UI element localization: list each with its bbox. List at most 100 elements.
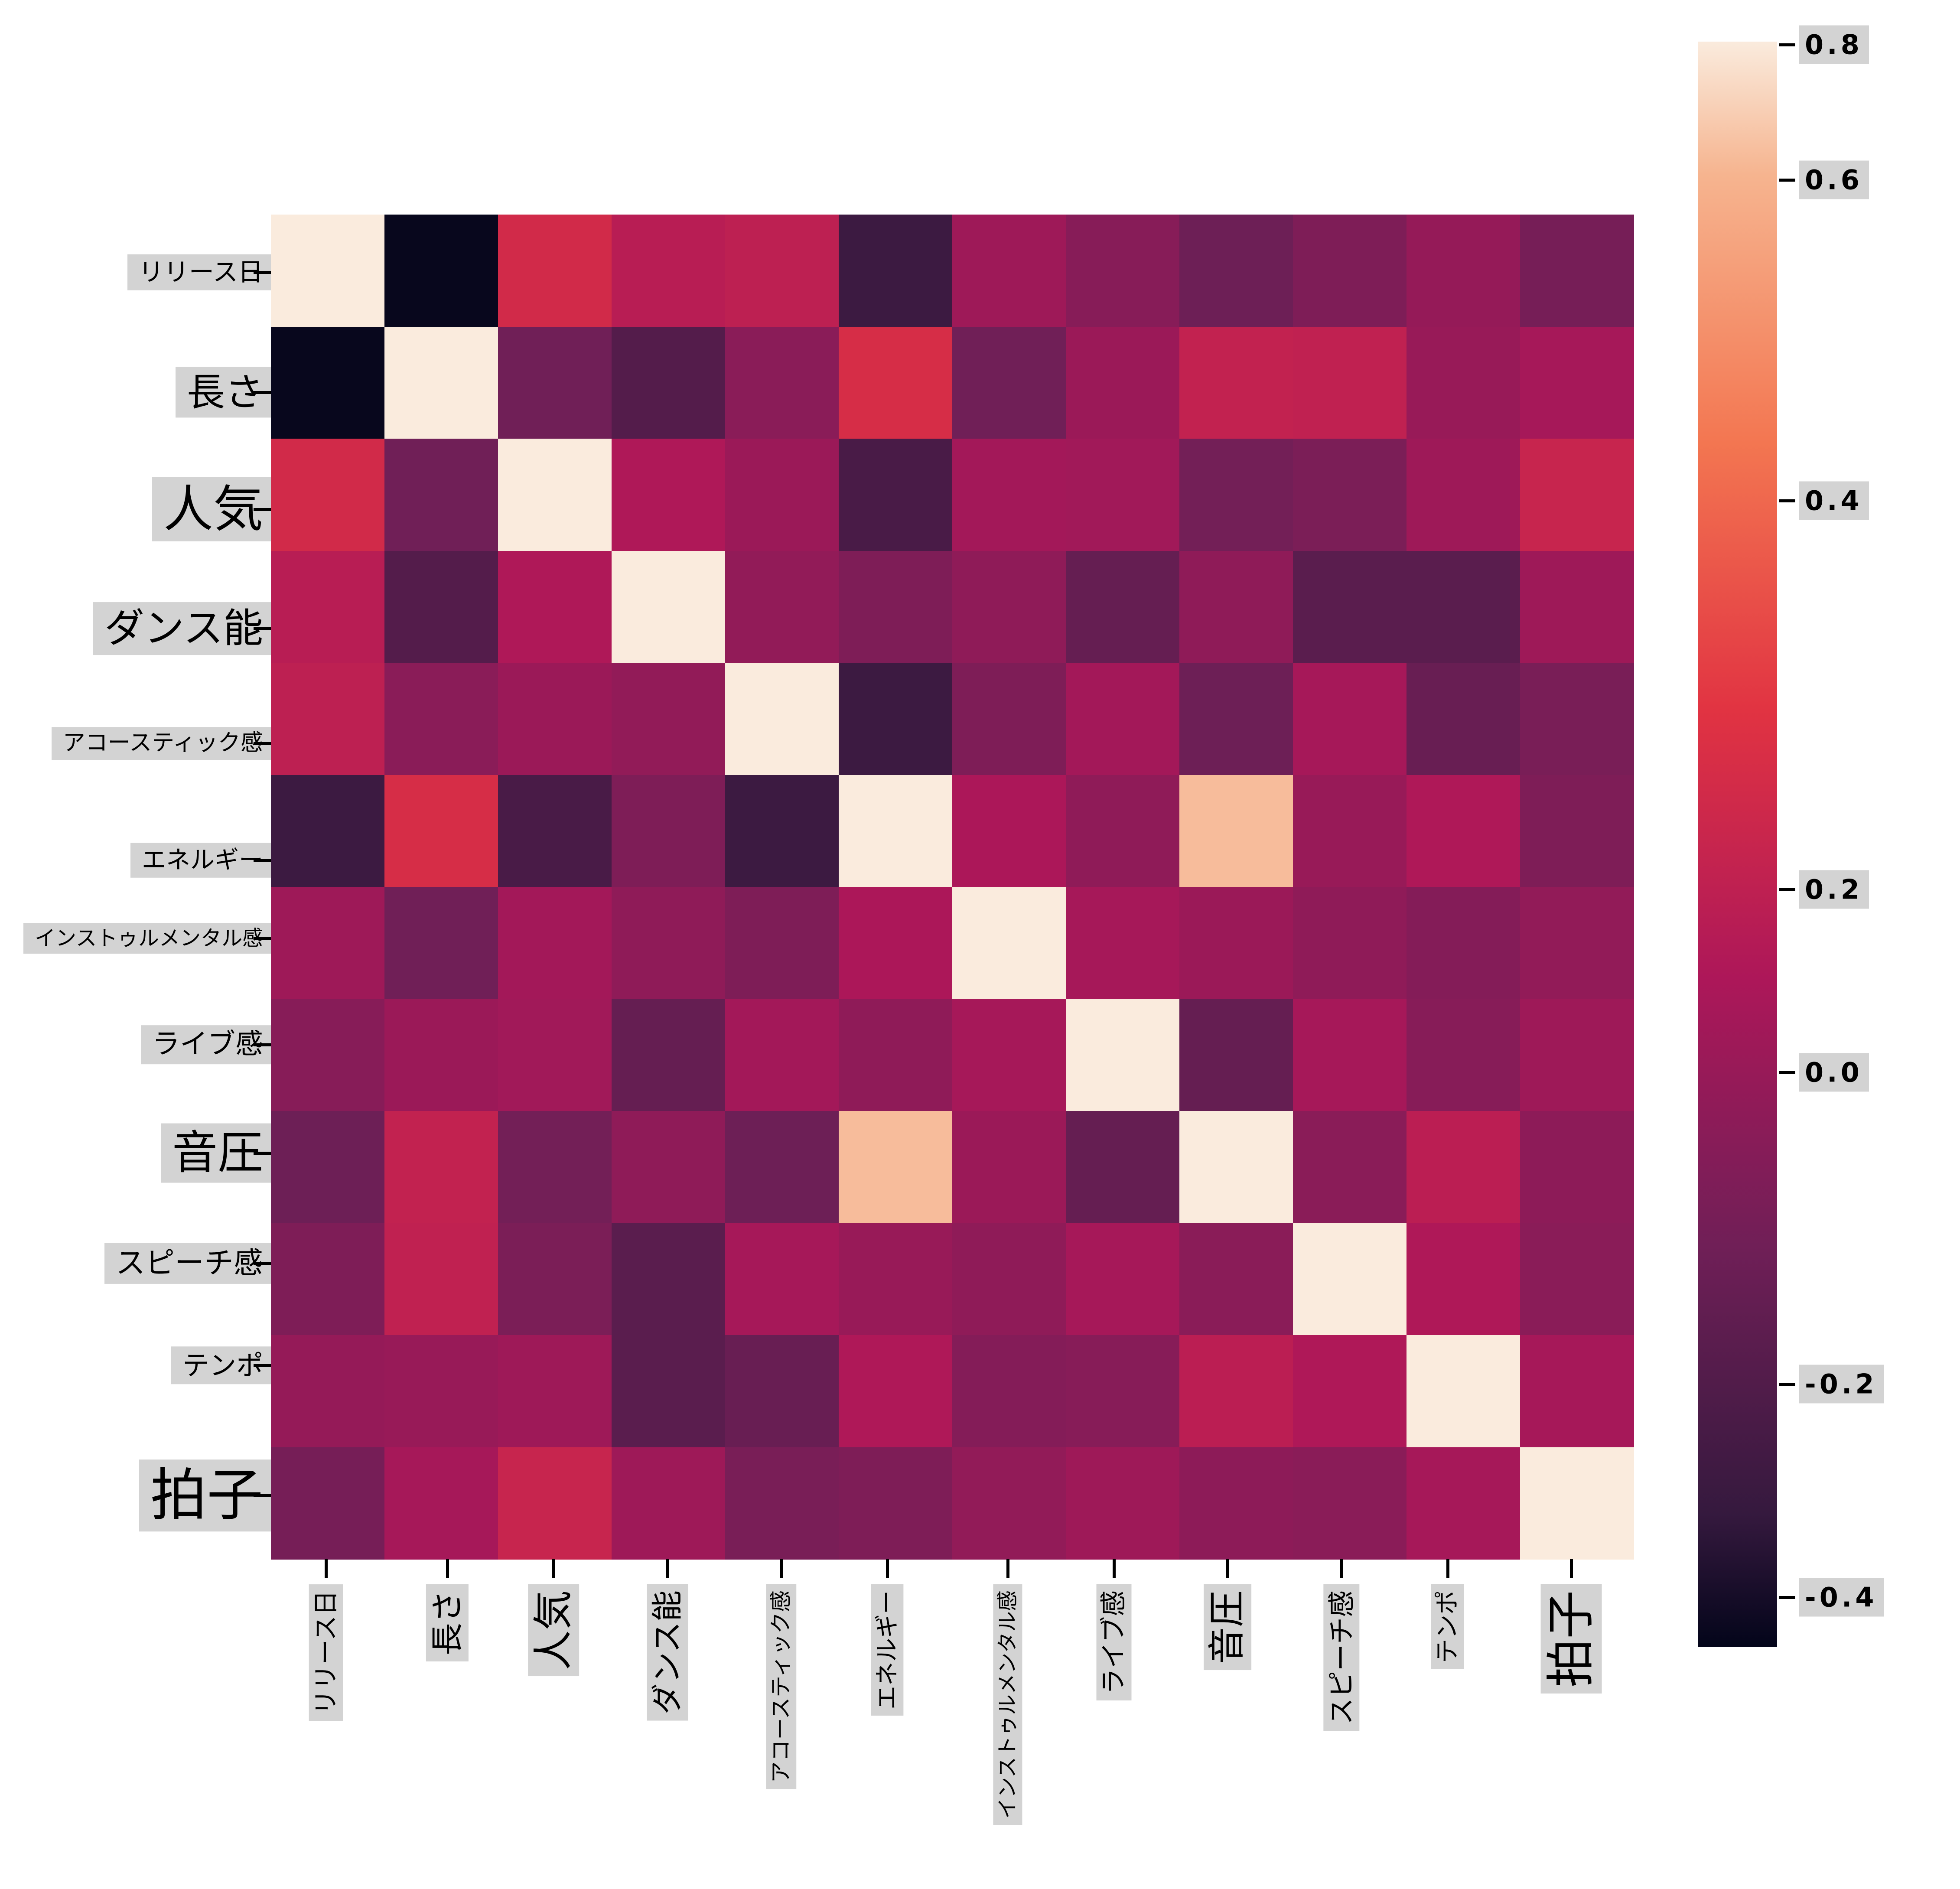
heatmap-cell [1293, 326, 1407, 439]
heatmap-cell [271, 887, 385, 1000]
heatmap-cell [1520, 663, 1634, 775]
heatmap-cell [1179, 999, 1293, 1111]
heatmap-cell [1407, 663, 1520, 775]
colorbar-tick-label: -0.4 [1799, 1578, 1884, 1617]
heatmap-cell [384, 439, 498, 551]
x-axis-label: 音圧 [1204, 1584, 1251, 1671]
heatmap-cell [1179, 550, 1293, 663]
colorbar-tick [1779, 178, 1795, 182]
y-axis-label: アコースティック感 [51, 727, 271, 760]
heatmap-cell [839, 1223, 953, 1335]
y-axis-label: ライブ感 [141, 1025, 271, 1064]
heatmap-cell [1293, 439, 1407, 551]
heatmap-cell [271, 1447, 385, 1560]
x-axis-label: スピーチ感 [1323, 1584, 1360, 1731]
heatmap-cell [839, 775, 953, 887]
heatmap-cell [1293, 1447, 1407, 1560]
heatmap-cell [498, 1111, 612, 1224]
heatmap-cell [1293, 550, 1407, 663]
heatmap-cell [612, 999, 726, 1111]
heatmap-cell [1520, 215, 1634, 327]
colorbar-tick [1779, 888, 1795, 891]
heatmap-cell [612, 326, 726, 439]
y-axis-tick [254, 742, 271, 745]
heatmap-cell [725, 550, 839, 663]
x-axis-label: ライブ感 [1096, 1584, 1132, 1700]
heatmap-cell [725, 439, 839, 551]
heatmap-cell [952, 1335, 1066, 1448]
heatmap-cell [612, 215, 726, 327]
heatmap-cell [952, 1111, 1066, 1224]
heatmap-cell [839, 1111, 953, 1224]
heatmap-cell [612, 550, 726, 663]
heatmap-cell [1179, 1335, 1293, 1448]
x-axis-tick [886, 1559, 889, 1578]
heatmap-cell [725, 663, 839, 775]
heatmap-cell [384, 999, 498, 1111]
heatmap-cell [839, 326, 953, 439]
heatmap-cell [725, 1335, 839, 1448]
y-axis-tick [254, 859, 271, 862]
heatmap-cell [384, 663, 498, 775]
heatmap-cell [1066, 1111, 1180, 1224]
heatmap-cell [384, 1335, 498, 1448]
heatmap-cell [1520, 550, 1634, 663]
heatmap-cell [1066, 439, 1180, 551]
heatmap-cell [1520, 1335, 1634, 1448]
heatmap-cell [1293, 999, 1407, 1111]
heatmap-cell [612, 775, 726, 887]
heatmap-cell [1066, 1335, 1180, 1448]
heatmap-cell [725, 1111, 839, 1224]
heatmap-cell [1293, 215, 1407, 327]
x-axis-tick [1340, 1559, 1343, 1578]
heatmap-cell [498, 887, 612, 1000]
heatmap-cell [1293, 663, 1407, 775]
heatmap-cell [384, 887, 498, 1000]
heatmap-cell [271, 663, 385, 775]
heatmap-cell [1520, 775, 1634, 887]
heatmap-cell [384, 1111, 498, 1224]
heatmap-cell [725, 775, 839, 887]
heatmap-cell [1407, 1111, 1520, 1224]
heatmap-cell [384, 550, 498, 663]
heatmap-cell [1066, 326, 1180, 439]
heatmap-cell [1066, 999, 1180, 1111]
y-axis-tick [254, 271, 271, 274]
heatmap-cell [725, 215, 839, 327]
y-axis-tick [254, 508, 271, 511]
heatmap-cell [839, 550, 953, 663]
heatmap-cell [271, 1335, 385, 1448]
y-axis-tick [254, 391, 271, 394]
heatmap-cell [725, 1223, 839, 1335]
heatmap-grid [271, 215, 1634, 1560]
heatmap-cell [1179, 439, 1293, 551]
heatmap-cell [952, 887, 1066, 1000]
heatmap-cell [1520, 439, 1634, 551]
heatmap-cell [952, 1223, 1066, 1335]
heatmap-cell [952, 999, 1066, 1111]
x-axis-label: 長さ [426, 1584, 469, 1662]
heatmap-cell [1066, 550, 1180, 663]
heatmap-cell [271, 326, 385, 439]
x-axis-tick [446, 1559, 449, 1578]
heatmap-cell [1179, 215, 1293, 327]
heatmap-cell [1293, 1335, 1407, 1448]
heatmap-cell [839, 999, 953, 1111]
x-axis-label: エネルギー [871, 1584, 904, 1716]
x-axis-tick [780, 1559, 783, 1578]
y-axis-label: ダンス能 [93, 602, 271, 655]
heatmap-cell [498, 439, 612, 551]
heatmap-cell [612, 1335, 726, 1448]
y-axis-label: 人気 [152, 477, 271, 542]
heatmap-cell [1520, 1223, 1634, 1335]
heatmap-cell [1293, 1111, 1407, 1224]
heatmap-cell [839, 887, 953, 1000]
colorbar-tick-label: -0.2 [1799, 1365, 1884, 1404]
x-axis-label: 人気 [528, 1584, 579, 1677]
heatmap-cell [1407, 550, 1520, 663]
heatmap-cell [1520, 887, 1634, 1000]
colorbar-tick [1779, 1596, 1795, 1599]
heatmap-cell [1179, 1447, 1293, 1560]
heatmap-cell [1293, 775, 1407, 887]
heatmap-cell [612, 1447, 726, 1560]
